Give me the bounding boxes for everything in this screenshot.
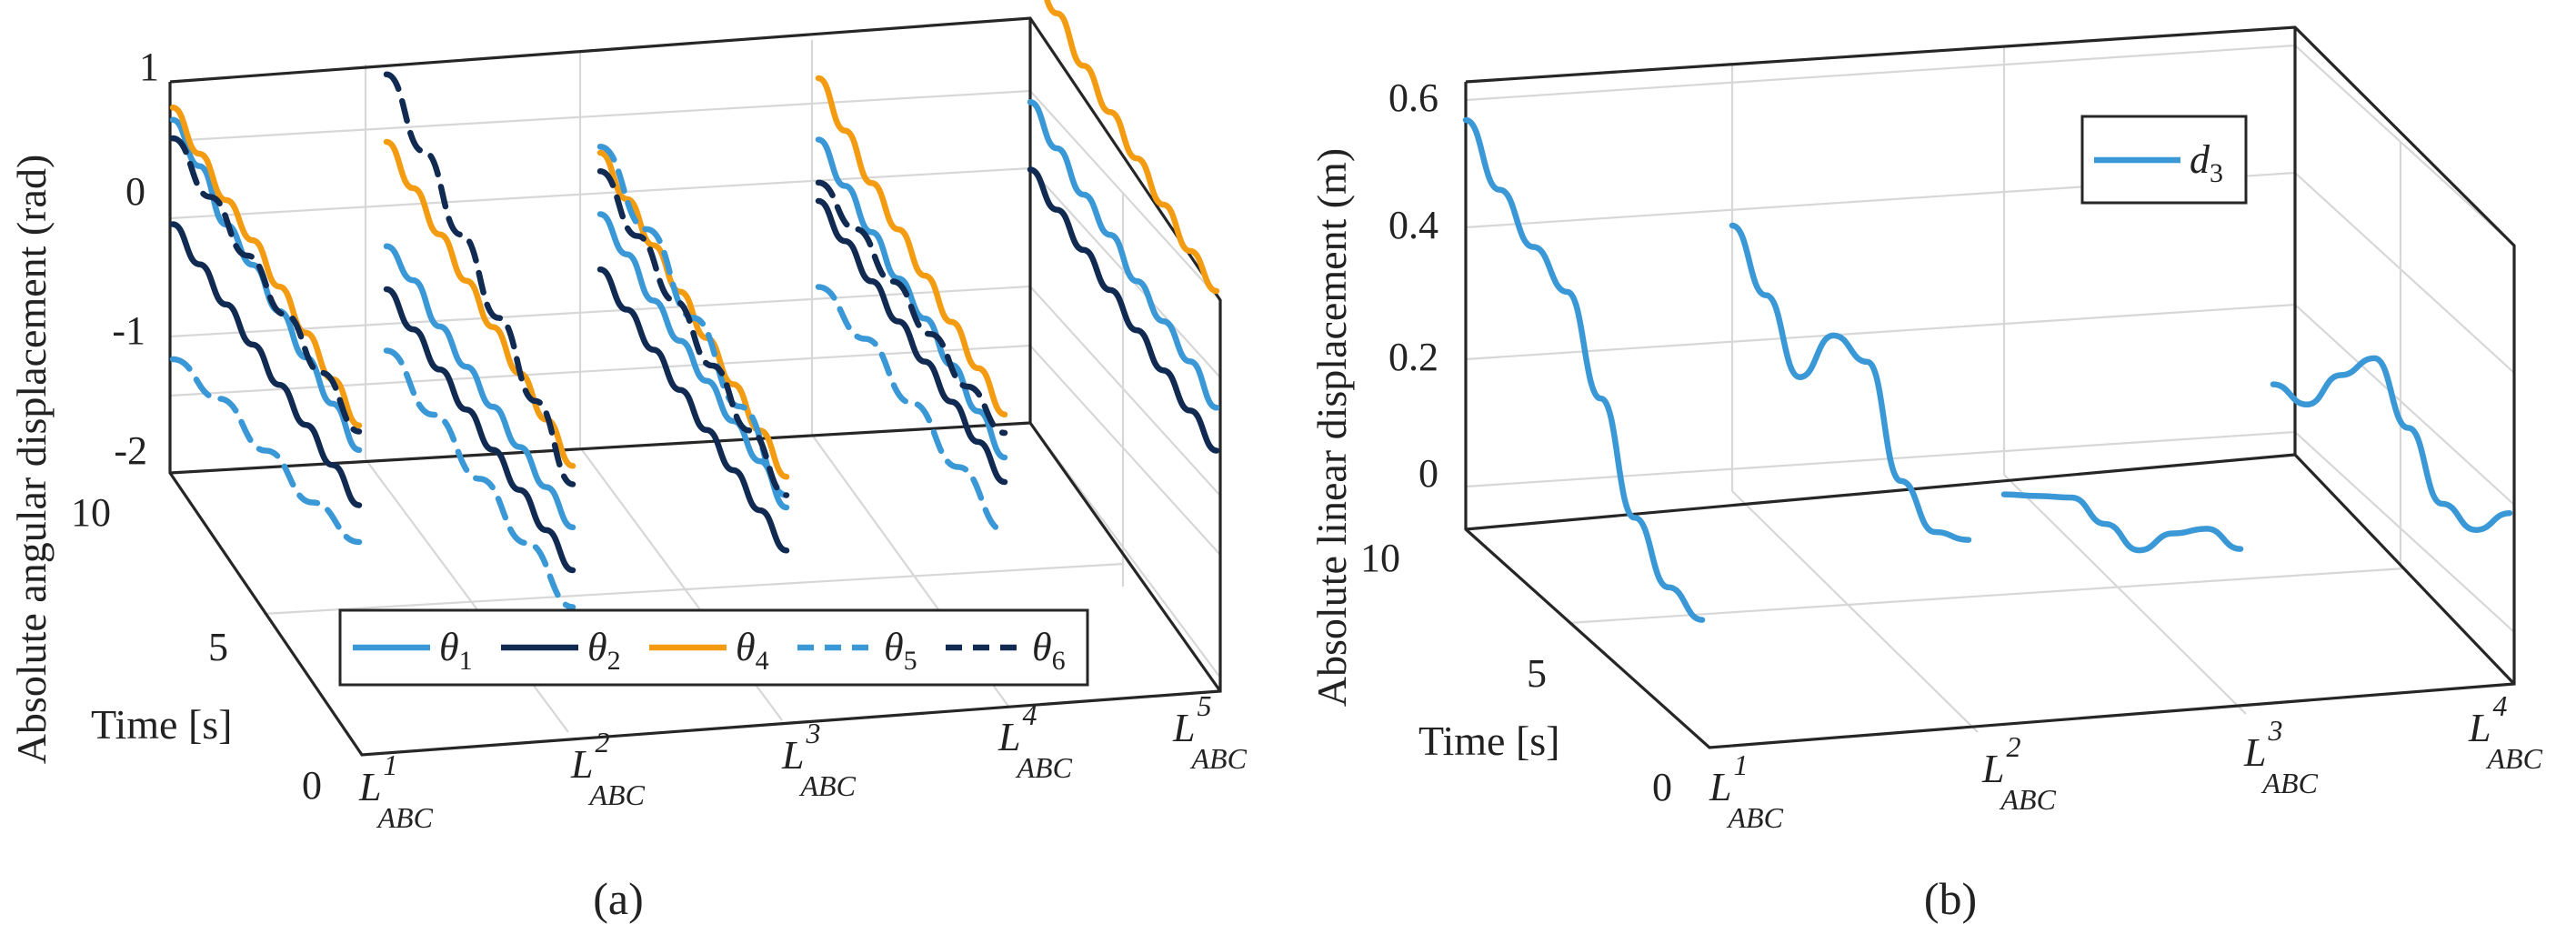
series-line-theta2-segment-3 [815,197,1008,486]
series-line-theta4-segment-1 [383,138,576,469]
panel-a-time-ticks: 10 5 0 [71,490,322,808]
series-line-theta6-segment-3 [815,179,1008,437]
time-tick: 0 [1652,765,1672,809]
y-tick: 0.6 [1388,75,1438,120]
series-line-theta2-segment-2 [596,266,790,554]
time-tick: 0 [302,763,322,808]
panel-b-y-axis-label: Absolute linear displacement (m) [1308,148,1355,707]
series-line-d3-segment-0 [1462,116,1706,623]
x-tick: L4 ABC [997,698,1073,784]
x-tick: L5 ABC [1172,689,1248,775]
series-line-theta1-segment-1 [383,243,576,531]
series-line-theta6-segment-0 [169,135,363,435]
series-line-d3-segment-2 [2000,491,2244,554]
x-tick: L3 ABC [781,717,857,802]
x-tick: L1 ABC [1709,748,1784,834]
series-line-theta6-segment-2 [596,168,790,498]
legend-label: θ5 [884,625,917,676]
series-line-theta5-segment-1 [383,347,576,610]
panel-a-legend: θ1 θ2 θ4 θ5 θ6 [338,608,1089,687]
x-tick: L3 ABC [2243,714,2319,799]
panel-b-time-axis-label: Time [s] [1418,718,1560,764]
panel-a-y-ticks: 1 0 -1 -2 [112,45,159,473]
panel-a-curves [169,0,1220,610]
y-tick: 0.4 [1388,203,1438,247]
panel-b-curves [1462,116,2513,623]
series-line-theta6-segment-1 [383,71,576,487]
series-line-theta4-segment-3 [815,75,1008,418]
panel-a-time-axis-label: Time [s] [91,701,233,748]
y-tick: 1 [139,45,159,89]
series-line-theta5-segment-3 [815,284,1008,535]
series-line-theta4-segment-4 [1044,0,1220,295]
x-tick: L2 ABC [1981,730,2057,816]
series-line-theta5-segment-2 [596,144,790,498]
time-tick: 10 [1360,536,1400,580]
panel-b-x-ticks: L1 ABC L2 ABC L3 ABC L4 ABC [1709,689,2543,834]
series-line-theta1-segment-2 [596,211,790,511]
panel-a-caption: (a) [593,873,644,924]
panel-a-x-ticks: L1 ABC L2 ABC L3 ABC L4 ABC L5 ABC [358,689,1248,834]
panel-a-axes-frame [168,16,1222,757]
series-line-theta2-segment-0 [169,221,363,508]
time-tick: 5 [1527,651,1547,696]
y-tick: 0 [125,169,145,214]
panel-b-chart: 0.6 0.4 0.2 0 10 5 0 L1 ABC L2 ABC L3 ABC L… [1308,25,2543,924]
y-tick: 0 [1418,451,1438,496]
y-tick: -1 [112,308,145,353]
time-tick: 10 [71,490,111,535]
y-tick: -2 [114,428,147,473]
series-line-d3-segment-3 [2270,355,2513,534]
series-line-theta2-segment-1 [383,286,576,574]
panel-b-legend: d3 [2080,115,2248,205]
panel-b-caption: (b) [1924,873,1977,924]
panel-a-chart: 1 0 -1 -2 10 5 0 L1 ABC L2 ABC L3 ABC L4 ABC… [8,0,1248,924]
series-line-theta1-segment-4 [1027,99,1220,411]
legend-label: θ4 [736,625,769,676]
series-line-theta5-segment-0 [169,356,363,546]
series-line-theta1-segment-3 [815,136,1008,461]
series-line-theta2-segment-4 [1027,166,1220,454]
panel-b-gridlines [1465,44,2515,733]
panel-a-y-axis-label: Absolute angular displacement (rad) [8,155,55,765]
panel-b-axes-frame [1464,25,2516,749]
x-tick: L1 ABC [358,748,434,834]
series-line-d3-segment-1 [1729,222,1972,543]
time-tick: 5 [208,625,228,669]
y-tick: 0.2 [1388,335,1438,379]
panel-b-y-ticks: 0.6 0.4 0.2 0 [1388,75,1438,496]
panel-b-time-ticks: 10 5 0 [1360,536,1672,809]
x-tick: L2 ABC [570,726,646,811]
x-tick: L4 ABC [2468,689,2543,775]
